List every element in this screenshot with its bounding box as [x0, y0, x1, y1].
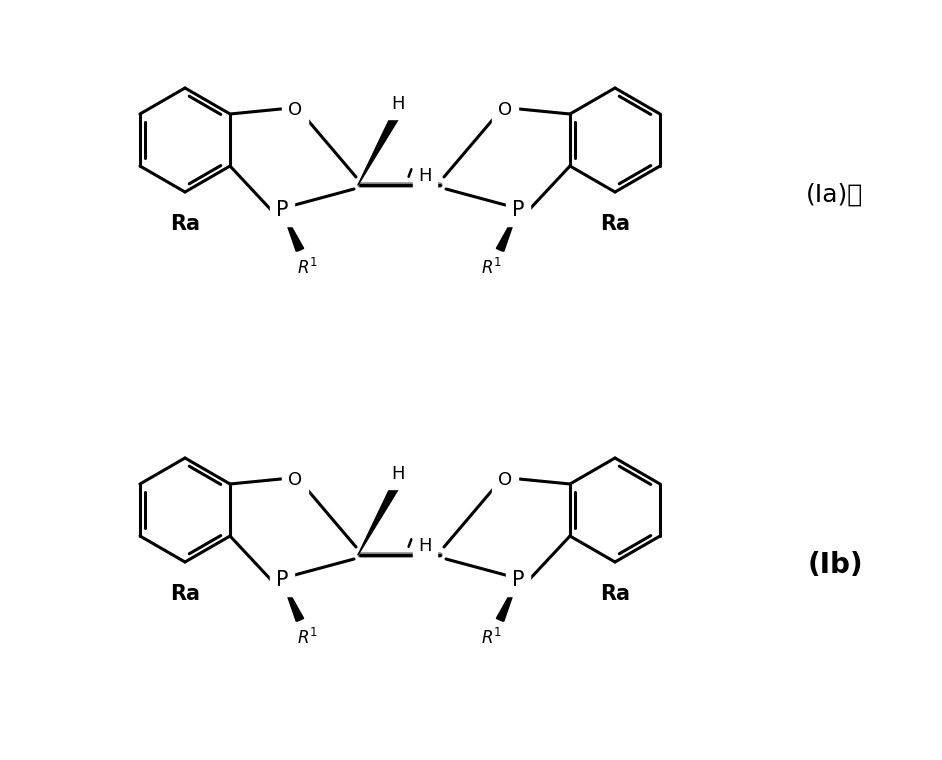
Polygon shape [282, 580, 303, 622]
Text: P: P [276, 570, 288, 590]
Text: H: H [418, 537, 431, 555]
Polygon shape [358, 485, 398, 555]
Text: $R^1$: $R^1$ [298, 628, 318, 648]
Text: P: P [276, 200, 288, 220]
Text: Ra: Ra [600, 214, 630, 234]
Text: (Ib): (Ib) [807, 551, 863, 579]
Polygon shape [496, 210, 518, 252]
Text: O: O [498, 101, 512, 119]
Text: P: P [512, 570, 525, 590]
Text: Ra: Ra [170, 214, 200, 234]
Text: H: H [391, 95, 405, 113]
Text: Ra: Ra [600, 584, 630, 604]
Text: $R^1$: $R^1$ [481, 628, 503, 648]
Text: H: H [391, 465, 405, 483]
Text: Ra: Ra [170, 584, 200, 604]
Polygon shape [358, 115, 398, 185]
Text: P: P [512, 200, 525, 220]
Text: O: O [498, 471, 512, 489]
Polygon shape [282, 210, 303, 252]
Text: $R^1$: $R^1$ [481, 258, 503, 278]
Text: O: O [288, 471, 302, 489]
Text: H: H [418, 167, 431, 185]
Text: $R^1$: $R^1$ [298, 258, 318, 278]
Text: (Ia)、: (Ia)、 [806, 183, 864, 207]
Polygon shape [496, 580, 518, 622]
Text: O: O [288, 101, 302, 119]
